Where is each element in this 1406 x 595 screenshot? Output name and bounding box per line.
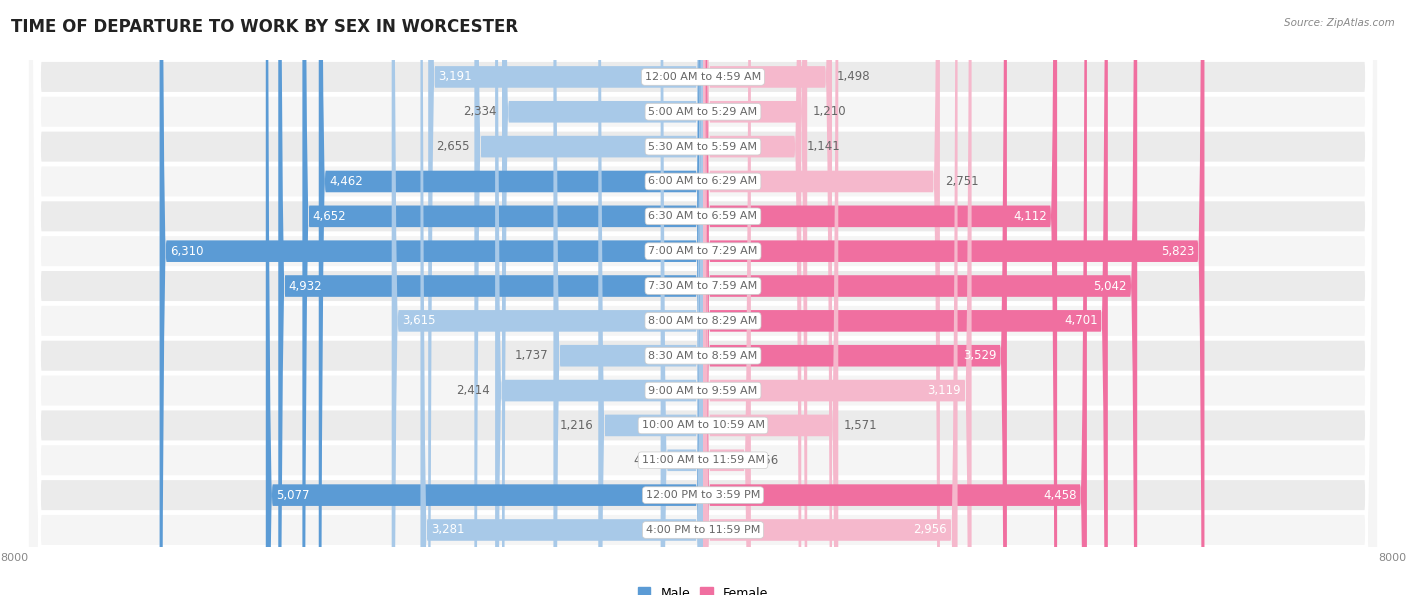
FancyBboxPatch shape bbox=[703, 0, 751, 595]
Text: 6:00 AM to 6:29 AM: 6:00 AM to 6:29 AM bbox=[648, 177, 758, 186]
FancyBboxPatch shape bbox=[474, 0, 703, 595]
FancyBboxPatch shape bbox=[599, 0, 703, 595]
FancyBboxPatch shape bbox=[554, 0, 703, 595]
FancyBboxPatch shape bbox=[266, 0, 703, 595]
Text: 1,210: 1,210 bbox=[813, 105, 846, 118]
FancyBboxPatch shape bbox=[28, 0, 1378, 595]
FancyBboxPatch shape bbox=[703, 0, 957, 595]
Text: 492: 492 bbox=[633, 454, 655, 466]
Text: 1,571: 1,571 bbox=[844, 419, 877, 432]
Text: 3,615: 3,615 bbox=[402, 314, 436, 327]
Text: 1,216: 1,216 bbox=[560, 419, 593, 432]
FancyBboxPatch shape bbox=[160, 0, 703, 595]
FancyBboxPatch shape bbox=[28, 0, 1378, 595]
FancyBboxPatch shape bbox=[703, 0, 832, 595]
Text: 2,956: 2,956 bbox=[914, 524, 948, 537]
FancyBboxPatch shape bbox=[703, 0, 1205, 595]
Text: 9:00 AM to 9:59 AM: 9:00 AM to 9:59 AM bbox=[648, 386, 758, 396]
Text: TIME OF DEPARTURE TO WORK BY SEX IN WORCESTER: TIME OF DEPARTURE TO WORK BY SEX IN WORC… bbox=[11, 18, 519, 36]
Text: 12:00 PM to 3:59 PM: 12:00 PM to 3:59 PM bbox=[645, 490, 761, 500]
FancyBboxPatch shape bbox=[28, 0, 1378, 595]
FancyBboxPatch shape bbox=[28, 0, 1378, 595]
FancyBboxPatch shape bbox=[28, 0, 1378, 595]
Text: 8:00 AM to 8:29 AM: 8:00 AM to 8:29 AM bbox=[648, 316, 758, 326]
FancyBboxPatch shape bbox=[661, 0, 703, 595]
FancyBboxPatch shape bbox=[703, 0, 807, 595]
FancyBboxPatch shape bbox=[703, 0, 838, 595]
FancyBboxPatch shape bbox=[28, 0, 1378, 595]
Text: 5:30 AM to 5:59 AM: 5:30 AM to 5:59 AM bbox=[648, 142, 758, 152]
Text: 2,414: 2,414 bbox=[456, 384, 489, 397]
FancyBboxPatch shape bbox=[28, 0, 1378, 595]
Text: 4,932: 4,932 bbox=[288, 280, 322, 293]
Text: 3,281: 3,281 bbox=[430, 524, 464, 537]
FancyBboxPatch shape bbox=[28, 0, 1378, 595]
Text: 7:00 AM to 7:29 AM: 7:00 AM to 7:29 AM bbox=[648, 246, 758, 256]
FancyBboxPatch shape bbox=[703, 0, 1137, 595]
FancyBboxPatch shape bbox=[429, 0, 703, 595]
FancyBboxPatch shape bbox=[703, 0, 972, 595]
FancyBboxPatch shape bbox=[28, 0, 1378, 595]
Text: 8:30 AM to 8:59 AM: 8:30 AM to 8:59 AM bbox=[648, 350, 758, 361]
Text: 2,334: 2,334 bbox=[464, 105, 496, 118]
Text: 4,652: 4,652 bbox=[312, 210, 346, 223]
Text: 7:30 AM to 7:59 AM: 7:30 AM to 7:59 AM bbox=[648, 281, 758, 291]
FancyBboxPatch shape bbox=[703, 0, 801, 595]
FancyBboxPatch shape bbox=[703, 0, 1108, 595]
Text: 4,701: 4,701 bbox=[1064, 314, 1098, 327]
FancyBboxPatch shape bbox=[278, 0, 703, 595]
FancyBboxPatch shape bbox=[28, 0, 1378, 595]
FancyBboxPatch shape bbox=[319, 0, 703, 595]
FancyBboxPatch shape bbox=[28, 0, 1378, 595]
Text: 4,458: 4,458 bbox=[1043, 488, 1077, 502]
Text: 556: 556 bbox=[756, 454, 779, 466]
Text: 4,462: 4,462 bbox=[329, 175, 363, 188]
FancyBboxPatch shape bbox=[28, 0, 1378, 595]
Text: Source: ZipAtlas.com: Source: ZipAtlas.com bbox=[1284, 18, 1395, 28]
FancyBboxPatch shape bbox=[495, 0, 703, 595]
Legend: Male, Female: Male, Female bbox=[633, 581, 773, 595]
Text: 2,655: 2,655 bbox=[436, 140, 470, 153]
Text: 1,737: 1,737 bbox=[515, 349, 548, 362]
Text: 3,191: 3,191 bbox=[439, 70, 472, 83]
FancyBboxPatch shape bbox=[420, 0, 703, 595]
FancyBboxPatch shape bbox=[703, 0, 939, 595]
Text: 11:00 AM to 11:59 AM: 11:00 AM to 11:59 AM bbox=[641, 455, 765, 465]
Text: 1,141: 1,141 bbox=[807, 140, 841, 153]
Text: 5:00 AM to 5:29 AM: 5:00 AM to 5:29 AM bbox=[648, 107, 758, 117]
Text: 5,823: 5,823 bbox=[1161, 245, 1194, 258]
Text: 3,529: 3,529 bbox=[963, 349, 997, 362]
Text: 2,751: 2,751 bbox=[945, 175, 979, 188]
FancyBboxPatch shape bbox=[302, 0, 703, 595]
Text: 4:00 PM to 11:59 PM: 4:00 PM to 11:59 PM bbox=[645, 525, 761, 535]
FancyBboxPatch shape bbox=[703, 0, 1057, 595]
FancyBboxPatch shape bbox=[28, 0, 1378, 595]
Text: 3,119: 3,119 bbox=[928, 384, 962, 397]
Text: 1,498: 1,498 bbox=[837, 70, 870, 83]
Text: 6,310: 6,310 bbox=[170, 245, 204, 258]
FancyBboxPatch shape bbox=[392, 0, 703, 595]
FancyBboxPatch shape bbox=[28, 0, 1378, 595]
FancyBboxPatch shape bbox=[703, 0, 1087, 595]
Text: 5,042: 5,042 bbox=[1094, 280, 1126, 293]
Text: 4,112: 4,112 bbox=[1014, 210, 1047, 223]
Text: 5,077: 5,077 bbox=[276, 488, 309, 502]
Text: 10:00 AM to 10:59 AM: 10:00 AM to 10:59 AM bbox=[641, 421, 765, 430]
Text: 6:30 AM to 6:59 AM: 6:30 AM to 6:59 AM bbox=[648, 211, 758, 221]
FancyBboxPatch shape bbox=[502, 0, 703, 595]
Text: 12:00 AM to 4:59 AM: 12:00 AM to 4:59 AM bbox=[645, 72, 761, 82]
FancyBboxPatch shape bbox=[703, 0, 1007, 595]
